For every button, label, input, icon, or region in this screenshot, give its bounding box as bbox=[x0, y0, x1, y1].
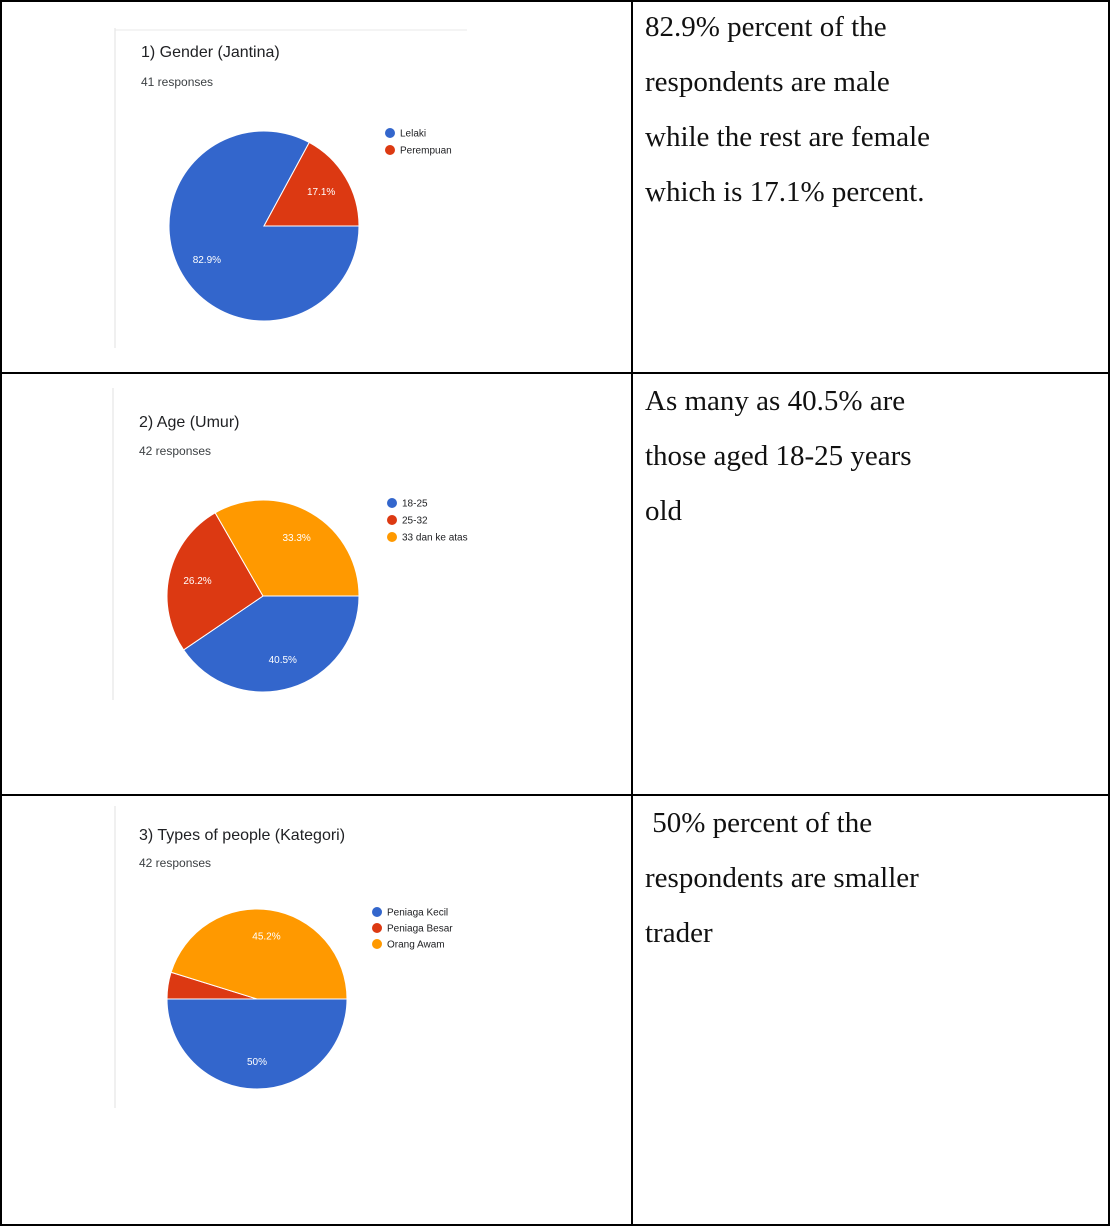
table-border-left bbox=[0, 0, 2, 1226]
legend-swatch bbox=[372, 939, 382, 949]
chart-subtitle: 42 responses bbox=[139, 444, 211, 458]
chart-title: 1) Gender (Jantina) bbox=[141, 44, 280, 61]
legend-label: 25-32 bbox=[402, 516, 428, 527]
description-text: 82.9% percent of the respondents are mal… bbox=[645, 11, 931, 208]
category-pie-chart: 3) Types of people (Kategori) 42 respons… bbox=[114, 806, 453, 1108]
pie-slice-33-dan-ke-atas bbox=[214, 499, 360, 597]
pie-slice-perempuan bbox=[263, 141, 360, 227]
legend-swatch bbox=[387, 532, 397, 542]
legend-label: Orang Awam bbox=[387, 940, 445, 951]
pie-slice-25-32 bbox=[166, 512, 264, 651]
description-text: As many as 40.5% are those aged 18-25 ye… bbox=[645, 385, 912, 527]
pie-slice-18-25 bbox=[182, 595, 360, 693]
legend-swatch bbox=[385, 128, 395, 138]
chart-subtitle: 42 responses bbox=[139, 856, 211, 870]
legend-swatch bbox=[387, 498, 397, 508]
gender-pie-chart: 1) Gender (Jantina) 41 responses 82.9% 17… bbox=[114, 28, 467, 348]
table-row-divider bbox=[0, 372, 1110, 374]
description-cell: 50% percent of the respondents are small… bbox=[632, 796, 1110, 1224]
slice-label: 17.1% bbox=[307, 187, 335, 198]
slice-label: 82.9% bbox=[193, 255, 221, 266]
legend-swatch bbox=[372, 923, 382, 933]
legend-label: Lelaki bbox=[400, 129, 426, 140]
legend-label: Peniaga Kecil bbox=[387, 908, 448, 919]
description-cell: 82.9% percent of the respondents are mal… bbox=[632, 0, 1110, 372]
chart-cell: 1) Gender (Jantina) 41 responses 82.9% 17… bbox=[0, 0, 632, 372]
chart-cell: 3) Types of people (Kategori) 42 respons… bbox=[0, 796, 632, 1224]
chart-title: 3) Types of people (Kategori) bbox=[139, 827, 345, 844]
legend-swatch bbox=[385, 145, 395, 155]
age-pie-chart: 2) Age (Umur) 42 responses 40.5% 26.2% 33.… bbox=[112, 388, 468, 700]
pie-slice-peniaga-kecil bbox=[166, 998, 348, 1090]
slice-label: 33.3% bbox=[282, 533, 310, 544]
table-border-bottom bbox=[0, 1224, 1110, 1226]
table-border-top bbox=[0, 0, 1110, 2]
slice-label: 50% bbox=[247, 1057, 267, 1068]
legend-swatch bbox=[387, 515, 397, 525]
table-row: 1) Gender (Jantina) 41 responses 82.9% 17… bbox=[0, 0, 1110, 372]
legend-label: Perempuan bbox=[400, 146, 452, 157]
legend-swatch bbox=[372, 907, 382, 917]
table-row: 2) Age (Umur) 42 responses 40.5% 26.2% 33.… bbox=[0, 374, 1110, 794]
chart-title: 2) Age (Umur) bbox=[139, 414, 239, 431]
table-row-divider bbox=[0, 794, 1110, 796]
legend-label: Peniaga Besar bbox=[387, 924, 453, 935]
legend-label: 33 dan ke atas bbox=[402, 533, 468, 544]
pie-slice-orang-awam bbox=[170, 908, 348, 1000]
chart-cell: 2) Age (Umur) 42 responses 40.5% 26.2% 33.… bbox=[0, 374, 632, 794]
slice-label: 45.2% bbox=[252, 932, 280, 943]
description-cell: As many as 40.5% are those aged 18-25 ye… bbox=[632, 374, 1110, 794]
table-row: 3) Types of people (Kategori) 42 respons… bbox=[0, 796, 1110, 1224]
chart-subtitle: 41 responses bbox=[141, 75, 213, 89]
table-column-divider bbox=[631, 0, 633, 1226]
slice-label: 26.2% bbox=[183, 576, 211, 587]
table-border-right bbox=[1108, 0, 1110, 1226]
legend-label: 18-25 bbox=[402, 499, 428, 510]
slice-label: 40.5% bbox=[269, 655, 297, 666]
description-text: 50% percent of the respondents are small… bbox=[645, 807, 919, 949]
